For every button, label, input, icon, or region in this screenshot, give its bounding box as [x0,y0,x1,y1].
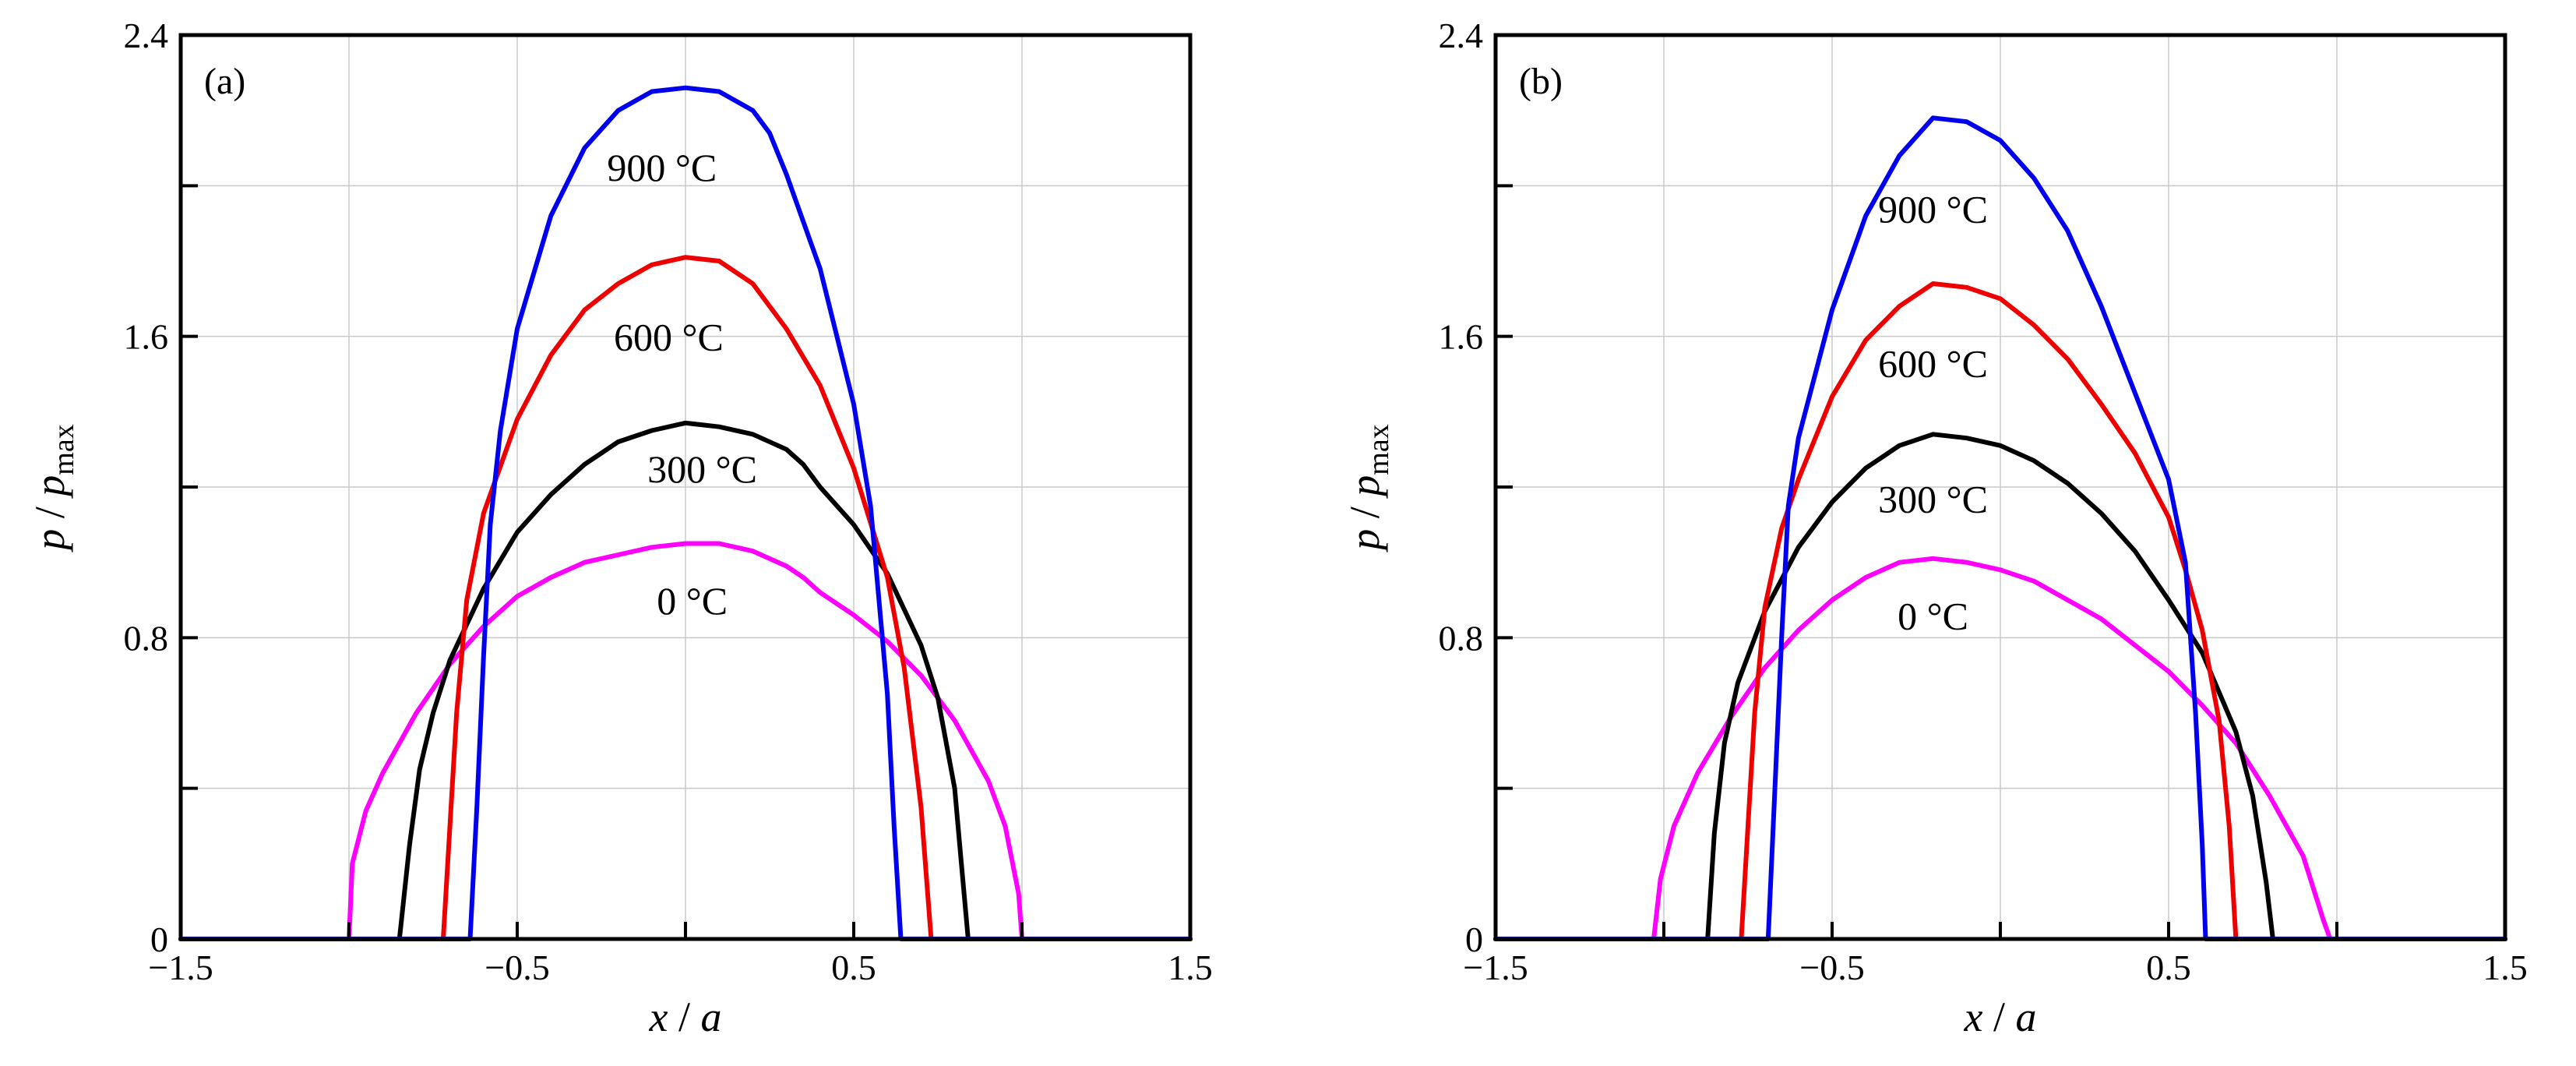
x-tick-label: −1.5 [148,948,213,987]
y-tick-label: 2.4 [1439,16,1484,55]
x-tick-label: −0.5 [485,948,549,987]
x-axis-title: x / a [649,994,722,1040]
panel-label: (b) [1519,61,1563,102]
y-axis-title: p / pmax [26,424,80,552]
x-tick-label: 0.5 [2146,948,2191,987]
x-tick-label: 0.5 [831,948,876,987]
x-tick-label: 1.5 [1168,948,1213,987]
y-tick-label: 2.4 [124,16,169,55]
x-axis-title-main: x [1964,994,1983,1040]
y-axis-title-sep: / [26,496,73,529]
y-axis-title-main: p [1341,529,1388,553]
y-axis-title-denom: p [1341,475,1388,499]
series-label-2: 600 °C [614,316,724,359]
series-line-1 [178,420,1193,941]
y-axis-title-denom: p [26,475,73,499]
panel-b: −1.5 −0.5 0.5 1.5 0 0.8 1.6 2.4 (b) 0 °C 300 °C 600… [1341,16,2528,1040]
series-line-0 [178,541,1193,941]
x-axis-title-denom: a [2015,994,2036,1040]
y-axis-title: p / pmax [1341,424,1395,552]
y-tick-label: 0 [150,920,168,959]
series-label-0: 0 °C [657,579,728,623]
x-axis-title: x / a [1964,994,2037,1040]
series-label-1: 300 °C [647,447,757,491]
series-line-0 [1493,556,2507,941]
series-label-3: 900 °C [607,146,717,189]
x-tick-label: −0.5 [1799,948,1864,987]
y-axis-title-sub: max [1362,424,1395,475]
series-line-3 [178,85,1193,941]
y-tick-label: 0.8 [1439,618,1484,658]
series-line-2 [178,255,1193,941]
y-tick-label: 1.6 [1439,317,1484,357]
x-tick-label: 1.5 [2483,948,2528,987]
y-axis-title-sep: / [1341,496,1388,529]
panel-label: (a) [204,61,245,102]
series-line-2 [1493,281,2507,941]
y-axis-title-sub: max [48,424,80,475]
y-tick-label: 0.8 [124,618,169,658]
series-line-1 [1493,432,2507,941]
series-label-0: 0 °C [1898,594,1968,637]
y-axis-title-main: p [26,529,73,553]
x-tick-label: −1.5 [1463,948,1528,987]
series-label-3: 900 °C [1878,187,1988,231]
x-axis-title-sep: / [1982,994,2015,1040]
y-tick-label: 1.6 [124,317,169,357]
y-tick-label: 0 [1465,920,1483,959]
x-axis-title-main: x [649,994,668,1040]
x-axis-title-denom: a [700,994,721,1040]
series-label-2: 600 °C [1878,342,1988,386]
series-line-3 [1493,115,2507,941]
panel-a: −1.5 −0.5 0.5 1.5 0 0.8 1.6 2.4 (a) 0 °C 300 °C 600… [26,16,1213,1040]
x-axis-title-sep: / [668,994,700,1040]
series-label-1: 300 °C [1878,478,1988,521]
